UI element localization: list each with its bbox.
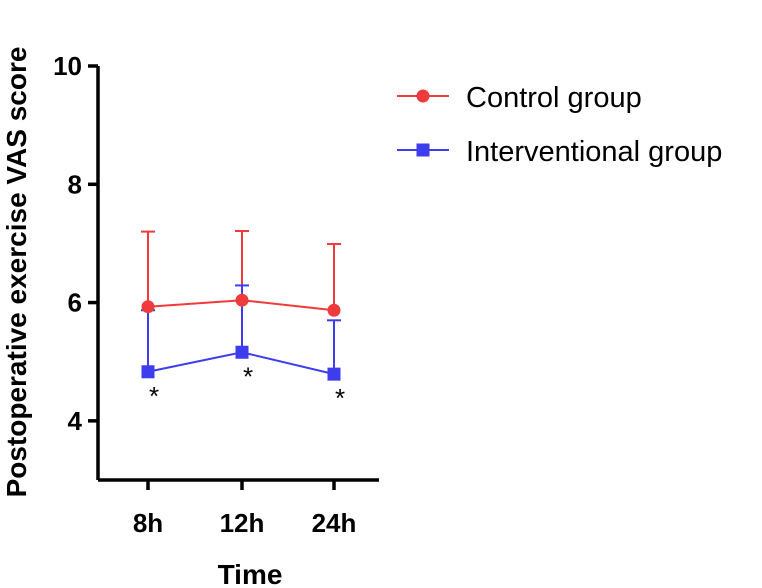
x-ticks: 8h 12h 24h	[133, 480, 357, 538]
series-markers	[141, 293, 341, 381]
significance-markers: * * *	[149, 361, 345, 413]
y-tick-label: 6	[68, 288, 82, 318]
data-point	[235, 345, 249, 359]
data-point	[327, 303, 341, 317]
x-tick-label: 12h	[220, 508, 265, 538]
data-point	[235, 293, 249, 307]
y-axis-title: Postoperative exercise VAS score	[1, 47, 32, 498]
significance-star: *	[243, 361, 253, 391]
y-tick-label: 8	[68, 169, 82, 199]
significance-star: *	[335, 383, 345, 413]
y-tick-label: 4	[68, 406, 83, 436]
x-tick-label: 8h	[133, 508, 163, 538]
significance-star: *	[149, 381, 159, 411]
data-point	[141, 300, 155, 314]
legend-item: Interventional group	[397, 136, 722, 168]
legend-item: Control group	[397, 82, 642, 114]
error-bars	[141, 230, 341, 375]
x-axis-title: Time	[218, 559, 283, 588]
legend-marker	[416, 143, 430, 157]
legend: Control group Interventional group	[397, 82, 722, 168]
legend-label: Control group	[466, 82, 642, 114]
y-ticks: 4 6 8 10	[53, 51, 98, 436]
data-point	[327, 367, 341, 381]
data-point	[141, 365, 155, 379]
legend-label: Interventional group	[466, 136, 722, 168]
axes	[96, 66, 379, 482]
y-tick-label: 10	[53, 51, 82, 81]
x-tick-label: 24h	[312, 508, 357, 538]
legend-marker	[416, 89, 430, 103]
